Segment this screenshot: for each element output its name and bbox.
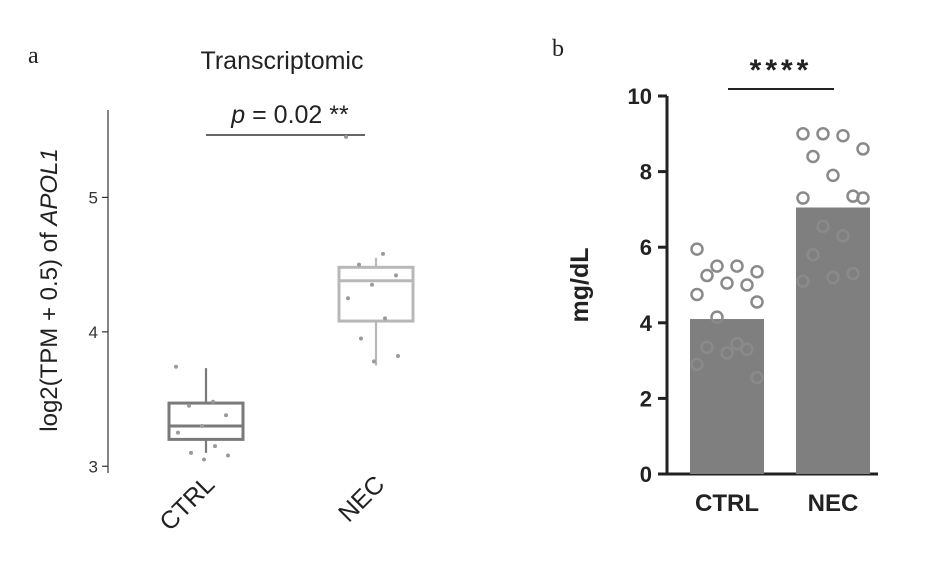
panel-a-data-point: [370, 282, 374, 287]
panel-b-data-point: [856, 142, 870, 156]
panel-a-box: [337, 265, 415, 323]
panel-a-data-point: [200, 423, 204, 428]
panel-b-significance-stars: ****: [750, 54, 813, 87]
panel-b-x-ticks: CTRL NEC: [695, 490, 858, 517]
panel-a-x-tick-label: CTRL: [154, 470, 220, 536]
panel-b-data-point: [750, 265, 764, 279]
panel-b-data-point: [796, 191, 810, 205]
panel-a-y-axis-label: log2(TPM + 0.5) of APOL1: [36, 148, 63, 431]
panel-a-data-point: [187, 403, 191, 408]
panel-b-data-point: [720, 276, 734, 290]
panel-b-y-tick-label: 6: [640, 235, 652, 260]
panel-b-y-tick-label: 4: [640, 311, 653, 336]
panel-b-y-tick-label: 8: [640, 160, 652, 185]
panel-b-data-point: [806, 248, 820, 262]
panel-a-label: a: [28, 43, 39, 69]
panel-b-data-point: [846, 266, 860, 281]
panel-b-label: b: [552, 36, 564, 62]
panel-b-data-point: [826, 270, 840, 285]
panel-b-data-point: [826, 168, 840, 183]
panel-b-data-point: [700, 268, 714, 283]
panel-b-data-point: [836, 128, 850, 143]
panel-a-p-value: = 0.02 **: [245, 101, 349, 129]
panel-a-data-point: [359, 336, 363, 341]
panel-b-x-tick-label: NEC: [808, 490, 859, 517]
panel-b-data-point: [856, 191, 870, 205]
panel-b-data-point: [710, 310, 724, 324]
panel-a-p-annotation: p = 0.02 **: [230, 101, 349, 129]
panel-b-data-point: [750, 370, 764, 385]
panel-b-data-point: [710, 259, 724, 273]
panel-a-box: [167, 401, 245, 441]
panel-a-data-point: [357, 262, 361, 267]
panel-b-data-point: [740, 342, 754, 357]
panel-b-bar: [796, 207, 870, 474]
panel-b-data-point: [690, 287, 704, 302]
panel-a-data-point: [226, 453, 230, 458]
panel-b-data-point: [700, 340, 714, 355]
panel-b-data-point: [720, 346, 734, 360]
panel-b: b **** mg/dL 0 2 4 6 8 10 CTRL NEC: [552, 36, 878, 517]
panel-b-data-point: [806, 149, 820, 164]
panel-a-data-point: [394, 273, 398, 278]
panel-a-data-point: [396, 354, 400, 359]
panel-a-p-symbol: p: [230, 101, 245, 129]
panel-b-data-point: [816, 127, 830, 141]
panel-b-y-ticks: 0 2 4 6 8 10: [628, 84, 667, 487]
panel-a-data-point: [346, 296, 350, 301]
panel-a-y-tick-label: 3: [89, 457, 98, 476]
panel-b-data-point: [796, 127, 810, 141]
panel-b-y-tick-label: 2: [640, 386, 652, 411]
panel-b-data-point: [740, 278, 754, 292]
panel-a-data-point: [213, 444, 217, 449]
panel-b-data-point: [796, 274, 810, 288]
panel-b-x-tick-label: CTRL: [695, 490, 759, 517]
panel-b-points: [690, 127, 870, 385]
panel-a-data-point: [344, 134, 348, 139]
panel-a-boxes: [167, 134, 415, 462]
panel-b-bars: [690, 207, 870, 474]
panel-b-data-point: [816, 219, 830, 234]
panel-a-x-ticks: CTRL NEC: [154, 470, 390, 536]
panel-b-data-point: [750, 295, 764, 309]
panel-a-y-label-prefix: log2(TPM + 0.5) of: [36, 226, 63, 432]
panel-a-data-point: [211, 399, 215, 404]
panel-a-data-point: [174, 364, 178, 369]
panel-b-data-point: [730, 336, 744, 351]
panel-a-x-tick-label: NEC: [333, 470, 390, 527]
panel-b-data-point: [836, 229, 850, 243]
panel-a-y-ticks: 3 4 5: [89, 188, 108, 476]
panel-a-y-tick-label: 5: [89, 188, 98, 207]
panel-b-data-point: [730, 259, 744, 273]
panel-a: a Transcriptomic p = 0.02 ** 3 4 5 log2(TP…: [28, 43, 415, 536]
panel-b-data-point: [690, 357, 704, 372]
panel-a-y-tick-label: 4: [89, 323, 98, 342]
panel-a-data-point: [189, 450, 193, 455]
panel-a-data-point: [176, 430, 180, 435]
panel-b-y-tick-label: 10: [628, 84, 652, 109]
panel-b-y-tick-label: 0: [640, 462, 652, 487]
panel-a-data-point: [381, 251, 385, 256]
panel-b-data-point: [690, 242, 704, 256]
panel-a-data-point: [202, 457, 206, 462]
panel-a-y-label-gene: APOL1: [36, 148, 63, 227]
panel-a-data-point: [383, 316, 387, 321]
panel-b-y-axis-label: mg/dL: [566, 248, 594, 323]
panel-b-bar: [690, 319, 764, 474]
panel-a-data-point: [224, 413, 228, 418]
panel-a-data-point: [372, 359, 376, 364]
panel-a-title: Transcriptomic: [201, 47, 364, 75]
